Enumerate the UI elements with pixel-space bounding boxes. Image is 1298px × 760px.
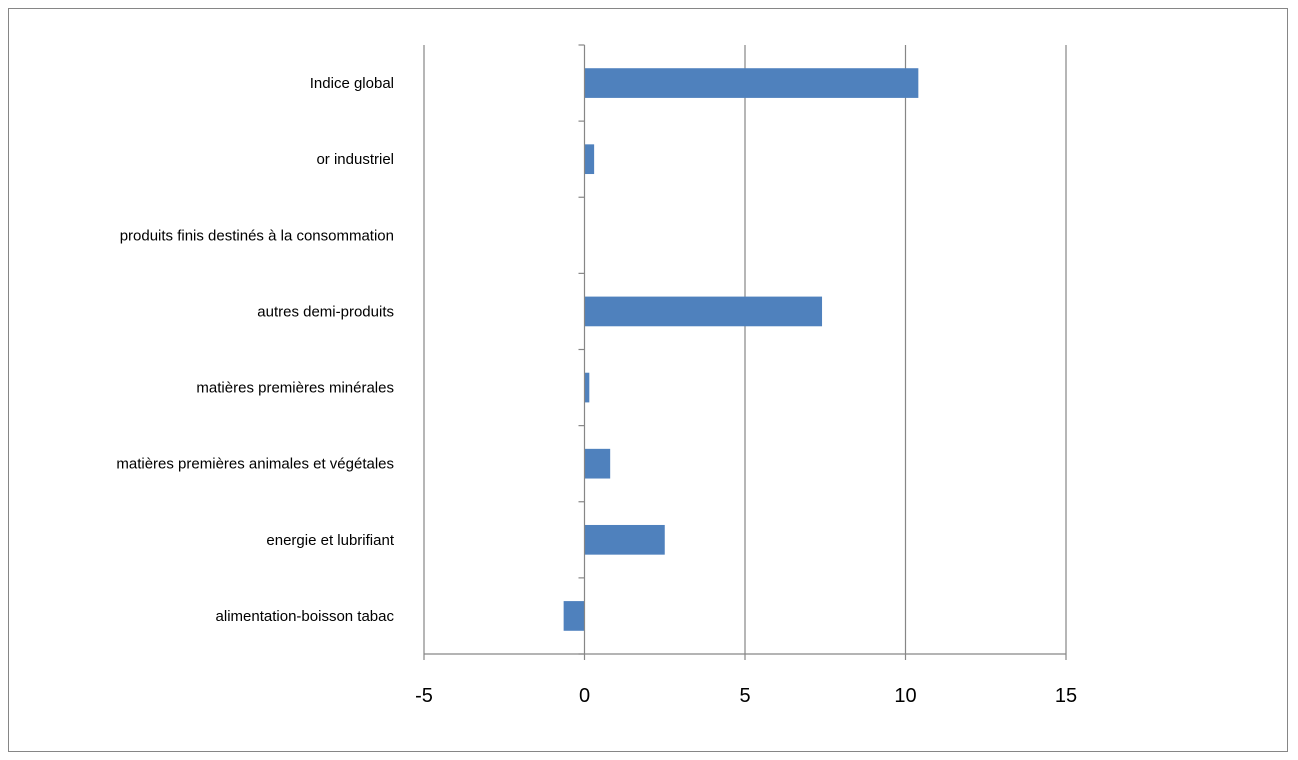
value-tick-label--5: -5 (415, 685, 433, 707)
value-tick-label-15: 15 (1055, 685, 1077, 707)
value-tick-label-10: 10 (894, 685, 916, 707)
value-tick-label-0: 0 (579, 685, 590, 707)
category-label-6: energie et lubrifiant (266, 532, 394, 549)
category-label-0: Indice global (310, 75, 394, 92)
bar-3 (584, 296, 823, 327)
category-label-4: matières premières minérales (196, 380, 394, 397)
chart-frame (8, 8, 1288, 752)
bar-0 (584, 68, 919, 98)
axes (423, 44, 1067, 660)
bar-4 (584, 372, 590, 403)
gridlines (423, 45, 1067, 654)
category-label-7: alimentation-boisson tabac (216, 608, 395, 625)
bars (563, 68, 919, 631)
bar-6 (584, 524, 665, 555)
category-label-2: produits finis destinés à la consommatio… (120, 227, 394, 244)
bar-1 (584, 144, 595, 175)
category-label-5: matières premières animales et végétales (116, 456, 394, 473)
value-tick-label-5: 5 (739, 685, 750, 707)
category-label-3: autres demi-produits (257, 303, 394, 320)
bar-5 (584, 448, 611, 479)
category-label-1: or industriel (316, 151, 394, 168)
bar-7 (563, 601, 585, 631)
labels: Indice global or industriel produits finis… (116, 75, 1077, 707)
